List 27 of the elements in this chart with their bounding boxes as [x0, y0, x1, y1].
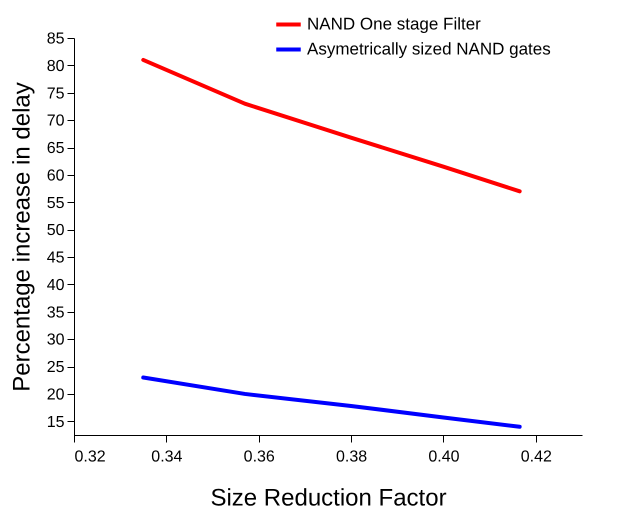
y-tick-label: 70 [46, 112, 65, 130]
y-tick-label: 30 [46, 332, 65, 349]
y-tick-label: 35 [46, 304, 65, 322]
y-tick-label: 60 [46, 167, 65, 184]
line-series [141, 376, 522, 429]
line-series [141, 58, 522, 194]
y-tick-label: 25 [46, 359, 65, 376]
x-tick-label: 0.38 [336, 448, 368, 466]
y-tick-label: 50 [46, 222, 65, 240]
x-tick-label: 0.40 [428, 448, 460, 466]
y-tick-label: 75 [46, 85, 65, 102]
x-tick-label: 0.36 [244, 448, 275, 466]
y-tick-label: 15 [46, 414, 65, 431]
x-tick-label: 0.34 [151, 448, 183, 466]
y-axis-title: Percentage increase in delay [8, 82, 36, 392]
x-axis-title: Size Reduction Factor [210, 484, 447, 512]
legend-label: NAND One stage Filter [307, 14, 482, 34]
y-tick-label: 55 [46, 194, 65, 212]
y-tick-label: 65 [46, 140, 65, 158]
y-tick-label: 40 [46, 276, 65, 294]
y-tick-label: 20 [46, 386, 65, 404]
y-tick-label: 85 [46, 30, 65, 48]
x-tick-label: 0.32 [74, 448, 106, 466]
legend-label: Asymetrically sized NAND gates [307, 40, 551, 58]
y-tick-label: 80 [46, 58, 65, 75]
y-tick-label: 45 [46, 250, 65, 267]
x-tick-label: 0.42 [520, 448, 552, 466]
